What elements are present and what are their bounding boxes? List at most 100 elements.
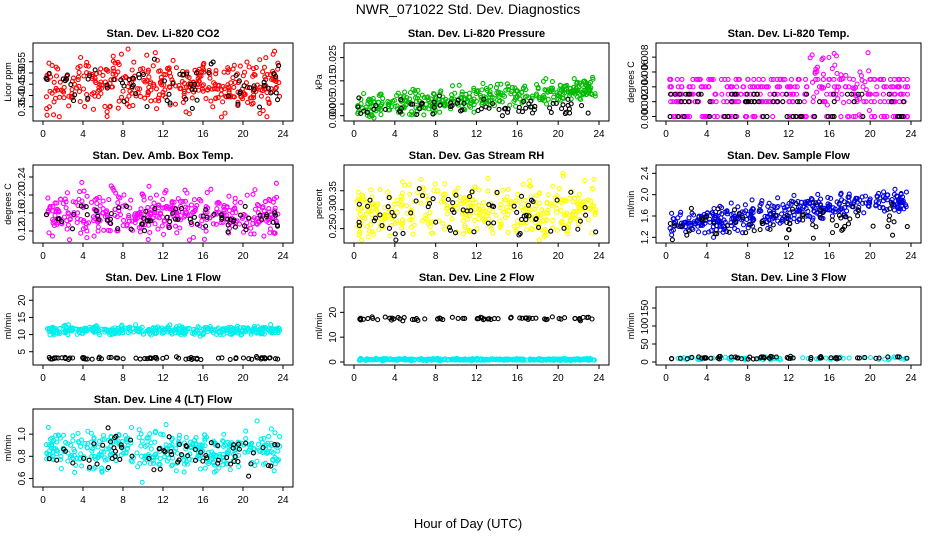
data-point [150,215,156,221]
data-point [412,95,419,101]
data-point [797,113,803,120]
data-point [225,222,231,228]
data-point [724,99,730,105]
data-point [45,424,51,430]
data-point [456,82,462,88]
y-tick-label: 0.002 [640,89,651,114]
data-point [75,203,81,209]
data-point [153,354,159,361]
data-point [697,76,703,82]
data-point [78,217,84,223]
x-tick-label: 0 [40,495,46,506]
data-point [243,440,249,446]
data-point [505,186,511,193]
data-point [229,210,236,216]
data-point [171,209,177,215]
data-point [731,207,738,213]
data-point [145,67,151,73]
x-tick-label: 20 [865,251,877,262]
data-point [592,93,598,99]
data-point [79,463,85,469]
data-point [589,186,595,192]
data-point [399,225,405,231]
data-point [134,450,140,456]
data-point [846,84,852,90]
data-point [825,82,831,89]
data-point [582,198,588,204]
x-tick-label: 0 [351,373,357,384]
data-point [71,211,77,217]
x-tick-label: 12 [157,129,169,140]
y-tick-label: 0.006 [640,59,651,84]
data-point [460,218,466,224]
data-point [592,212,598,218]
data-point [582,205,588,211]
data-point [476,187,482,193]
y-tick-label: 1.2 [640,230,651,244]
data-point [394,197,400,204]
data-point [200,88,206,94]
data-point [51,112,57,118]
data-point [191,197,197,203]
data-point [688,205,694,211]
data-point [818,205,824,211]
data-point [210,104,216,110]
data-point [377,187,383,193]
data-point [430,196,436,202]
data-point [124,445,131,451]
data-point [777,220,783,226]
data-point [419,218,425,224]
data-point [140,71,146,78]
data-point [851,91,857,97]
data-point [268,328,274,334]
data-point [231,217,237,223]
data-point [430,111,436,117]
data-point [177,71,183,77]
data-point [220,438,226,444]
data-point [105,465,111,471]
data-point [774,84,780,90]
data-point [246,215,252,221]
data-point [413,316,420,322]
data-point [523,216,529,223]
data-point [500,209,507,215]
data-point [225,82,231,88]
data-point [272,230,278,236]
data-points [44,322,283,363]
data-point [121,192,127,198]
data-point [432,181,438,187]
data-point [895,204,901,210]
data-point [861,210,867,216]
data-point [413,198,419,204]
data-point [69,86,75,93]
data-point [220,326,226,332]
data-point [517,96,523,102]
data-point [453,192,459,198]
data-point [137,229,143,235]
data-point [224,330,230,336]
x-tick-label: 20 [553,373,565,384]
data-point [175,459,181,465]
data-point [81,73,87,79]
data-point [163,422,169,428]
data-point [204,455,210,461]
plot-frame [655,286,922,366]
data-point [903,189,909,195]
data-point [234,326,240,333]
data-point [75,430,81,436]
data-point [271,71,277,77]
data-point [358,315,364,321]
data-point [564,82,570,88]
data-point [244,192,250,198]
data-point [675,99,682,105]
data-point [422,316,428,322]
data-point [519,220,525,226]
data-point [754,91,760,97]
data-point [574,209,580,215]
x-tick-label: 20 [237,373,249,384]
data-point [732,354,739,360]
data-point [51,223,57,229]
data-point [887,206,893,212]
data-point [549,79,555,85]
data-point [95,213,101,219]
